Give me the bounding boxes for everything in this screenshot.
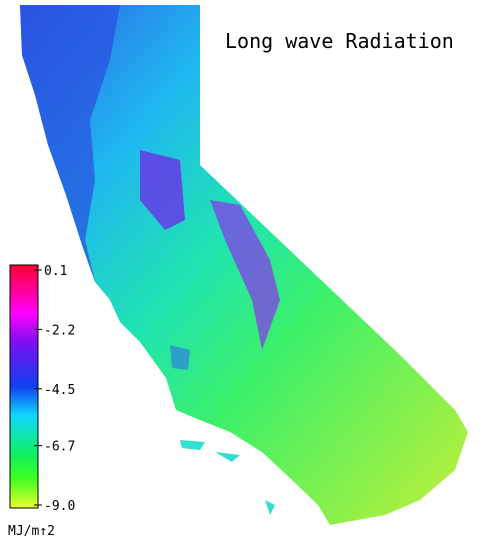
colorbar-tick-label: -9.0 <box>44 499 75 514</box>
colorbar-tick-label: -6.7 <box>44 440 75 455</box>
map-title: Long wave Radiation <box>225 29 454 53</box>
colorbar-tick-label: -2.2 <box>44 323 75 338</box>
california <box>20 5 468 525</box>
colorbar <box>9 264 39 509</box>
colorbar-unit: MJ/m↑2 <box>8 524 55 539</box>
colorbar-tick-label: 0.1 <box>44 264 67 279</box>
colorbar-tick-label: -4.5 <box>44 383 75 398</box>
